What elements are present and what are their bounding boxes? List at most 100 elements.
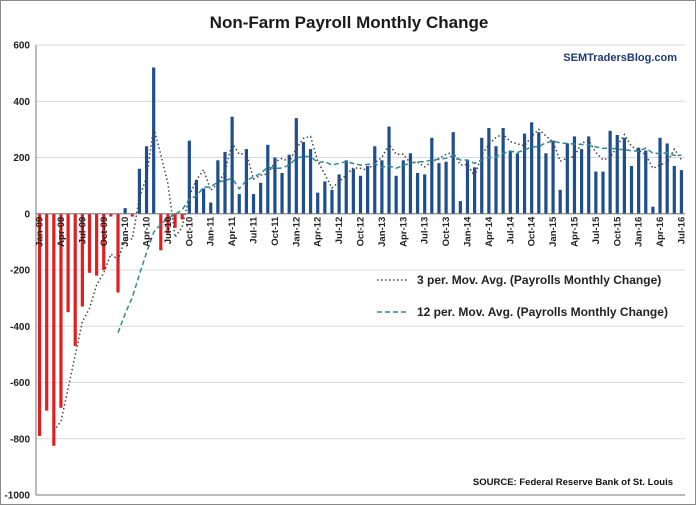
bar-Jan-11 [209,202,213,214]
x-tick-label: Oct-13 [441,217,452,247]
bar-Mar-09 [52,213,56,446]
bar-Nov-10 [194,180,199,214]
x-tick-label: Oct-15 [612,216,623,246]
bar-Mar-16 [651,206,655,214]
bar-Apr-11 [230,116,234,214]
bar-Dec-09 [116,213,120,293]
x-tick-label: Apr-14 [484,216,495,247]
bar-Feb-12 [301,142,306,214]
bar-Nov-13 [451,132,455,214]
bar-Sep-13 [437,163,441,214]
bar-Apr-14 [487,127,491,214]
bar-Oct-13 [444,161,448,214]
bar-Apr-10 [144,146,149,214]
bar-Mar-15 [565,143,569,214]
bar-Aug-13 [430,137,434,214]
bar-Sep-10 [180,213,184,220]
ma3-line [53,127,683,432]
y-tick-label: -200 [10,266,30,277]
x-tick-label: Jul-09 [77,217,88,244]
x-tick-label: Oct-11 [270,216,281,246]
bar-Nov-11 [280,172,284,214]
bar-Mar-11 [223,151,227,214]
x-tick-label: Jul-13 [420,217,431,244]
y-tick-label: -800 [10,434,30,445]
bar-Jan-14 [465,160,470,214]
bar-Jun-13 [415,172,420,214]
bar-May-09 [66,213,70,313]
x-tick-label: Jul-15 [591,216,602,244]
bar-Jun-15 [587,136,591,214]
x-tick-label: Apr-09 [56,217,67,247]
bar-Feb-13 [387,126,391,214]
bar-Nov-12 [366,165,370,214]
x-tick-label: Jan-12 [291,217,302,247]
bar-Jul-12 [337,174,341,214]
bar-Aug-09 [87,213,92,273]
bar-Feb-14 [473,167,477,214]
bar-Feb-09 [45,213,49,411]
x-tick-label: Jan-14 [462,216,473,247]
legend-ma12-label: 12 per. Mov. Avg. (Payrolls Monthly Chan… [417,305,668,319]
bar-Nov-15 [622,137,626,214]
bar-May-10 [152,67,156,214]
bar-Jan-10 [123,208,127,214]
y-tick-label: 600 [13,41,30,52]
bar-May-16 [665,143,669,214]
bar-Mar-12 [308,149,313,214]
bar-Sep-14 [522,133,527,214]
x-tick-label: Jan-13 [377,217,388,247]
x-tick-label: Apr-13 [398,217,409,247]
bar-Jun-12 [330,189,334,214]
bar-Oct-15 [615,135,619,214]
x-tick-label: Apr-15 [569,216,580,247]
x-tick-label: Jul-10 [163,217,174,244]
x-tick-label: Jan-10 [120,217,131,247]
bar-Feb-16 [644,150,648,214]
bar-Jul-09 [80,213,84,307]
bar-Apr-12 [316,192,320,214]
x-tick-label: Oct-12 [356,217,367,247]
grid-lines [36,44,685,496]
bar-Jun-10 [159,213,163,251]
bar-Jan-15 [551,140,555,214]
bar-Oct-09 [102,213,106,270]
bar-Oct-10 [187,140,191,214]
ma12-line [117,140,682,333]
y-tick-label: 200 [13,153,30,164]
bar-Apr-16 [658,137,662,214]
x-tick-label: Jan-09 [35,217,46,247]
y-tick-label: -400 [10,322,30,333]
bar-Feb-15 [558,189,562,214]
bar-Sep-11 [266,144,270,214]
x-tick-label: Apr-16 [655,217,666,247]
x-tick-label: Jan-11 [206,216,217,246]
x-tick-label: Apr-11 [227,216,238,246]
bar-Jan-16 [637,147,641,214]
bar-Jan-12 [294,118,298,214]
bar-Dec-15 [629,165,634,214]
bar-Nov-14 [537,132,541,214]
x-tick-label: Jul-12 [334,217,345,244]
bar-Jul-15 [594,171,598,214]
x-tick-label: Jan-15 [548,216,559,247]
bar-Aug-12 [344,160,348,214]
bar-May-14 [494,146,498,214]
bar-Jan-09 [37,213,42,436]
chart-title: Non-Farm Payroll Monthly Change [210,13,489,32]
source-label: SOURCE: Federal Reserve Bank of St. Loui… [473,477,673,488]
bar-Oct-14 [530,122,534,214]
axes [35,45,685,496]
legend: 3 per. Mov. Avg. (Payrolls Monthly Chang… [377,273,668,319]
x-tick-label: Oct-10 [184,217,195,247]
bar-Nov-09 [109,213,113,217]
bar-Sep-09 [95,213,99,276]
y-tick-label: 0 [24,209,30,220]
bar-Jul-11 [251,194,256,214]
bar-Mar-13 [394,175,398,214]
x-tick-labels: Jan-09 Apr-09 Jul-09 Oct-09 Jan-10 Apr-10 Jul-… [35,216,688,247]
bar-Aug-15 [601,171,605,214]
bar-Apr-13 [401,160,405,214]
bar-Jul-13 [423,174,427,214]
